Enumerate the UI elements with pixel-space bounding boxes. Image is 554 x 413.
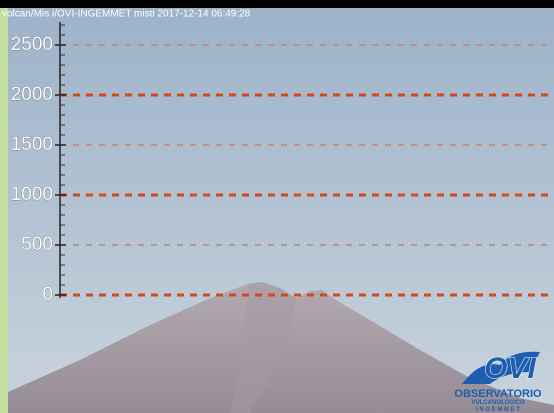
logo-mark: OVI bbox=[484, 352, 536, 385]
left-strip bbox=[0, 0, 8, 413]
tick-label: 1000 bbox=[11, 184, 53, 205]
logo-line1: OBSERVATORIO bbox=[454, 388, 542, 400]
page: {"header": {"caption": "volcan/Mis i/OVI… bbox=[0, 0, 554, 413]
tick-label: 2000 bbox=[11, 84, 53, 105]
tick-label: 1500 bbox=[11, 134, 53, 155]
tick-label: 0 bbox=[42, 284, 53, 305]
tick-label: 2500 bbox=[11, 34, 53, 55]
top-bar bbox=[0, 0, 554, 8]
logo-line2: VULCANOLÓGICO bbox=[471, 398, 525, 406]
caption: volcan/Mis i/OVI-INGEMMET misti 2017-12-… bbox=[2, 9, 251, 20]
logo-line3: I N G E M M E T bbox=[476, 407, 520, 413]
webcam-frame: volcan/Mis i/OVI-INGEMMET misti 2017-12-… bbox=[0, 0, 554, 413]
tick-label: 500 bbox=[21, 234, 53, 255]
